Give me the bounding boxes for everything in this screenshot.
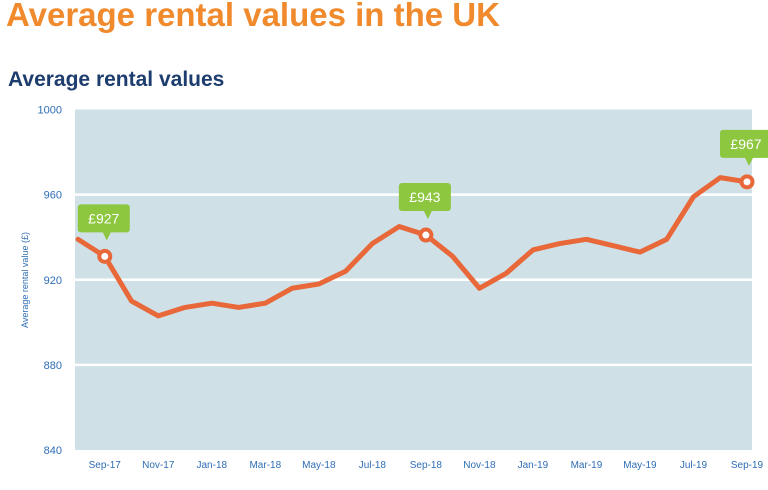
y-tick-label: 920 [44, 275, 62, 287]
x-tick-label: Sep-18 [410, 460, 443, 471]
callout-bubble [77, 204, 130, 241]
callout-label: £943 [409, 189, 440, 205]
page-title: Average rental values in the UK [6, 0, 500, 33]
callout-bubble [720, 129, 768, 166]
y-tick-label: 960 [44, 190, 62, 202]
x-tick-label: Jan-19 [518, 460, 549, 471]
x-tick-label: May-19 [623, 460, 657, 471]
highlight-marker [418, 227, 434, 243]
y-axis-label: Average rental value (£) [20, 232, 30, 328]
x-tick-label: May-18 [302, 460, 336, 471]
x-tick-label: Nov-17 [142, 460, 175, 471]
series-line [75, 175, 750, 319]
x-tick-label: Nov-18 [463, 460, 496, 471]
chart-title: Average rental values [8, 68, 225, 91]
highlight-marker [97, 248, 113, 264]
x-tick-label: Jul-19 [680, 460, 708, 471]
y-tick-label: 1000 [38, 105, 62, 117]
y-tick-label: 880 [44, 360, 62, 372]
x-tick-label: Jan-18 [197, 460, 228, 471]
x-tick-label: Sep-19 [731, 460, 764, 471]
callout-label: £927 [88, 210, 119, 226]
x-tick-label: Jul-18 [359, 460, 387, 471]
x-tick-label: Mar-19 [571, 460, 603, 471]
callout-label: £967 [730, 136, 761, 152]
x-tick-label: Mar-18 [249, 460, 281, 471]
callout-bubble [398, 183, 451, 220]
x-tick-label: Sep-17 [89, 460, 122, 471]
highlight-marker [739, 174, 755, 190]
y-tick-label: 840 [44, 445, 62, 457]
